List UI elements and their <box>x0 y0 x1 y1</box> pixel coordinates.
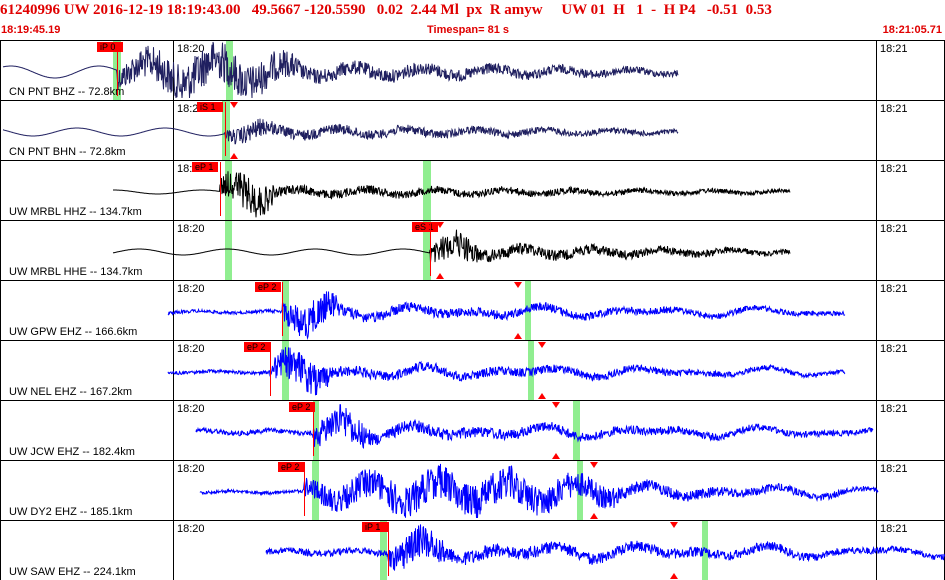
waveform-trace <box>112 229 791 263</box>
pick-label: eP 2 <box>292 402 310 412</box>
seismogram-panel[interactable]: 18:20 18:21 eP 2 UW DY2 EHZ -- 185.1km <box>0 460 945 520</box>
pick-label: eP 2 <box>258 282 276 292</box>
waveform-trace <box>2 41 679 99</box>
waveform-trace <box>167 347 846 396</box>
pick-flag <box>192 162 218 172</box>
analysis-window-2 <box>423 221 431 280</box>
waveform-trace <box>2 118 679 145</box>
waveform-trace <box>265 524 945 571</box>
station-label: UW DY2 EHZ -- 185.1km <box>9 506 132 518</box>
arrival-marker-top <box>230 102 238 108</box>
analysis-window-1 <box>380 521 387 580</box>
seismogram-panel[interactable]: 18:20 18:21 eP 2 UW GPW EHZ -- 166.6km <box>0 280 945 340</box>
pick-label: iP 0 <box>100 42 115 52</box>
tick-label-1821: 18:21 <box>880 523 908 535</box>
pick-flag <box>97 42 123 52</box>
start-time: 18:19:45.19 <box>1 24 61 36</box>
station-label: UW MRBL HHE -- 134.7km <box>9 266 142 278</box>
tick-label-1821: 18:21 <box>880 463 908 475</box>
tick-label-1820: 18:20 <box>177 223 205 235</box>
arrival-marker-bottom <box>552 453 560 459</box>
tick-label-1821: 18:21 <box>880 103 908 115</box>
tick-label-1821: 18:21 <box>880 403 908 415</box>
tick-label-1821: 18:21 <box>880 163 908 175</box>
station-label: UW NEL EHZ -- 167.2km <box>9 386 132 398</box>
arrival-marker-bottom <box>670 573 678 579</box>
header: 61240996 UW 2016-12-19 18:19:43.00 49.56… <box>0 0 945 41</box>
pick-flag <box>255 282 281 292</box>
arrival-marker-bottom <box>590 513 598 519</box>
analysis-window-2 <box>573 401 580 460</box>
arrival-marker-top <box>670 522 678 528</box>
tick-label-1820: 18:20 <box>177 43 205 55</box>
timespan: Timespan= 81 s <box>427 24 510 36</box>
pick-flag <box>412 222 438 232</box>
pick-flag <box>289 402 315 412</box>
waveform-trace <box>199 463 879 519</box>
seismogram-panel[interactable]: 18:20 18:21 eP 2 UW NEL EHZ -- 167.2km <box>0 340 945 400</box>
station-label: UW SAW EHZ -- 224.1km <box>9 566 136 578</box>
arrival-marker-bottom <box>230 153 238 159</box>
event-summary: 61240996 UW 2016-12-19 18:19:43.00 49.56… <box>0 2 772 18</box>
pick-flag <box>278 462 304 472</box>
station-label: UW MRBL HHZ -- 134.7km <box>9 206 142 218</box>
analysis-window-1 <box>225 221 232 280</box>
pick-flag <box>362 522 388 532</box>
station-label: CN PNT BHZ -- 72.8km <box>9 86 124 98</box>
tick-label-1821: 18:21 <box>880 223 908 235</box>
arrival-marker-top <box>590 462 598 468</box>
waveform-trace <box>195 404 874 449</box>
seismogram-panel[interactable]: 18:20 18:21 iP 0 CN PNT BHZ -- 72.8km <box>0 40 945 100</box>
pick-flag <box>197 102 223 112</box>
seismogram-panel[interactable]: 18:20 18:21 eS 1 UW MRBL HHE -- 134.7km <box>0 220 945 280</box>
waveform-trace <box>113 171 791 218</box>
pick-flag <box>244 342 270 352</box>
station-label: CN PNT BHN -- 72.8km <box>9 146 126 158</box>
seismogram-panel[interactable]: 18:20 18:21 eP 2 UW JCW EHZ -- 182.4km <box>0 400 945 460</box>
arrival-marker-top <box>514 282 522 288</box>
arrival-marker-top <box>538 342 546 348</box>
seismogram-panel[interactable]: 18:20 18:21 iP 1 UW SAW EHZ -- 224.1km <box>0 520 945 580</box>
arrival-marker-bottom <box>514 333 522 339</box>
tick-label-1820: 18:20 <box>177 343 205 355</box>
pick-label: eS 1 <box>415 222 434 232</box>
pick-label: iS 1 <box>200 102 216 112</box>
tick-label-1820: 18:20 <box>177 523 205 535</box>
arrival-marker-bottom <box>436 273 444 279</box>
waveform-trace <box>167 291 846 340</box>
arrival-marker-top <box>552 402 560 408</box>
end-time: 18:21:05.71 <box>882 24 942 36</box>
pick-label: iP 1 <box>365 522 380 532</box>
tick-label-1821: 18:21 <box>880 43 908 55</box>
tick-label-1820: 18:20 <box>177 403 205 415</box>
pick-label: eP 1 <box>195 162 213 172</box>
station-label: UW GPW EHZ -- 166.6km <box>9 326 137 338</box>
tick-label-1820: 18:20 <box>177 283 205 295</box>
station-label: UW JCW EHZ -- 182.4km <box>9 446 135 458</box>
tick-label-1821: 18:21 <box>880 283 908 295</box>
arrival-marker-top <box>436 222 444 228</box>
pick-label: eP 2 <box>281 462 299 472</box>
tick-label-1821: 18:21 <box>880 343 908 355</box>
pick-label: eP 2 <box>247 342 265 352</box>
arrival-marker-bottom <box>538 393 546 399</box>
tick-label-1820: 18:20 <box>177 463 205 475</box>
